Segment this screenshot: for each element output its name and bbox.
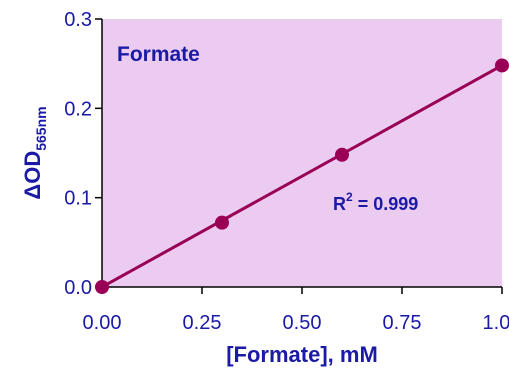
fit-line-group [101, 64, 503, 289]
x-tick-label: 1.00 [483, 312, 509, 334]
y-tick-label: 0.0 [64, 277, 92, 299]
fit-line [101, 64, 503, 289]
y-tick-label: 0.1 [64, 188, 92, 210]
r-exponent: 2 [346, 190, 353, 204]
y-tick-label: 0.2 [64, 98, 92, 120]
x-axis-label: [Formate], mM [226, 342, 378, 367]
plot-area [102, 19, 502, 287]
r-value: = 0.999 [353, 194, 419, 214]
y-axis-label-subscript: 565nm [33, 106, 49, 150]
data-points [95, 58, 509, 294]
y-tick-label: 0.3 [64, 9, 92, 31]
data-point [95, 280, 109, 294]
r-symbol: R [333, 194, 346, 214]
data-point [335, 147, 349, 162]
ticks: 0.0 0.1 0.2 0.3 0.00 0.25 0.50 0.75 1.00 [64, 9, 509, 334]
data-point [495, 58, 509, 73]
y-axis-label: ΔOD565nm [20, 106, 49, 199]
chart-title: Formate [117, 43, 200, 66]
x-tick-label: 0.00 [83, 312, 122, 334]
x-tick-label: 0.75 [383, 312, 422, 334]
data-point [215, 215, 229, 230]
x-tick-label: 0.50 [283, 312, 322, 334]
x-tick-label: 0.25 [183, 312, 222, 334]
y-axis-label-main: ΔOD [20, 151, 45, 200]
r-squared-annotation: R2 = 0.999 [333, 190, 418, 214]
